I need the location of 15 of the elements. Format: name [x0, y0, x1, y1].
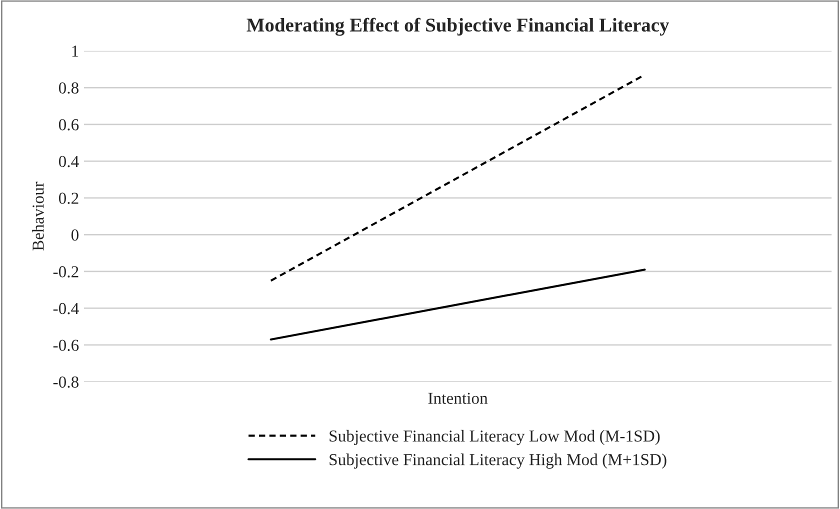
y-tick-label: -0.8 [53, 376, 79, 388]
y-axis-title: Behaviour [32, 182, 44, 251]
legend-label: Subjective Financial Literacy Low Mod (M-1SD) [330, 430, 660, 446]
y-tick-label: 1 [72, 46, 78, 57]
x-axis-title: Intention [428, 392, 488, 404]
y-tick-label: 0.4 [58, 156, 79, 168]
y-tick-label: -0.2 [53, 266, 78, 278]
y-tick-label: 0.8 [58, 82, 79, 94]
y-tick-label: 0.2 [58, 192, 78, 204]
legend-label: Subjective Financial Literacy High Mod (M+1SD) [330, 454, 666, 469]
y-tick-label: -0.4 [53, 302, 79, 314]
chart-title: Moderating Effect of Subjective Financial Literacy [246, 18, 670, 36]
y-tick-label: 0.6 [58, 119, 79, 130]
y-tick-label: 0 [71, 229, 79, 241]
y-tick-label: -0.6 [53, 340, 79, 352]
